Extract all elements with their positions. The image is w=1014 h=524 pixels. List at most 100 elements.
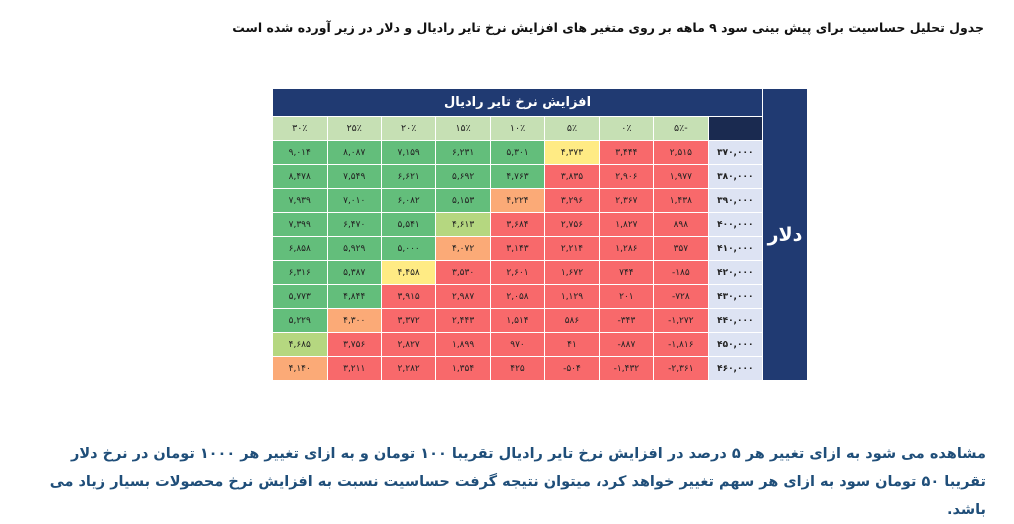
column-header: ۰٪ bbox=[598, 116, 655, 141]
value-cell: ۲,۹۰۶ bbox=[598, 164, 655, 189]
column-header: -۵٪ bbox=[653, 116, 709, 141]
row-header: ۴۰۰,۰۰۰ bbox=[707, 212, 764, 237]
value-cell: ۵,۱۵۳ bbox=[435, 188, 491, 213]
value-cell: ۲,۲۸۲ bbox=[380, 356, 437, 381]
group-header: افزایش نرخ تایر رادیال bbox=[272, 88, 763, 117]
sensitivity-table: دلار افزایش نرخ تایر رادیال -۵٪ ۰٪ ۵٪ ۱۰٪ ۱۵٪ ۲… bbox=[272, 88, 808, 381]
value-cell: ۴,۶۸۵ bbox=[272, 332, 328, 357]
row-header: ۴۱۰,۰۰۰ bbox=[707, 236, 764, 261]
column-header: ۱۵٪ bbox=[435, 116, 491, 141]
data-row: ۴۶۰,۰۰۰ -۲,۳۶۱ -۱,۴۳۲ -۵۰۴ ۴۲۵ ۱,۳۵۴ ۲,۲۸۲ ۳,۲۱… bbox=[272, 356, 808, 381]
value-cell: ۲,۶۰۱ bbox=[489, 260, 546, 285]
row-header: ۴۲۰,۰۰۰ bbox=[707, 260, 764, 285]
column-header: ۵٪ bbox=[544, 116, 600, 141]
value-cell: -۵۰۴ bbox=[544, 356, 600, 381]
column-row: -۵٪ ۰٪ ۵٪ ۱۰٪ ۱۵٪ ۲۰٪ ۲۵٪ ۳۰٪ bbox=[272, 116, 808, 141]
data-row: ۳۷۰,۰۰۰ ۲,۵۱۵ ۳,۴۴۴ ۴,۳۷۳ ۵,۳۰۱ ۶,۲۳۱ ۷,۱۵۹ ۸,۰… bbox=[272, 140, 808, 165]
value-cell: -۱,۸۱۶ bbox=[653, 332, 709, 357]
value-cell: ۴,۳۰۰ bbox=[326, 308, 382, 333]
value-cell: ۱,۳۵۴ bbox=[435, 356, 491, 381]
value-cell: ۷,۹۳۹ bbox=[272, 188, 328, 213]
value-cell: ۸,۴۷۸ bbox=[272, 164, 328, 189]
value-cell: ۴,۸۴۴ bbox=[326, 284, 382, 309]
value-cell: ۱,۹۷۷ bbox=[653, 164, 709, 189]
value-cell: ۴,۲۲۴ bbox=[489, 188, 546, 213]
value-cell: ۳,۴۴۴ bbox=[598, 140, 655, 165]
value-cell: ۶,۶۲۱ bbox=[380, 164, 437, 189]
title: جدول تحلیل حساسیت برای پیش بینی سود ۹ ما… bbox=[232, 20, 984, 35]
value-cell: ۱,۴۳۸ bbox=[653, 188, 709, 213]
value-cell: -۳۴۳ bbox=[598, 308, 655, 333]
data-row: ۳۹۰,۰۰۰ ۱,۴۳۸ ۲,۳۶۷ ۳,۲۹۶ ۴,۲۲۴ ۵,۱۵۳ ۶,۰۸۲ ۷,۰… bbox=[272, 188, 808, 213]
value-cell: ۱,۶۷۲ bbox=[544, 260, 600, 285]
value-cell: ۷,۵۴۹ bbox=[326, 164, 382, 189]
value-cell: ۵,۵۴۱ bbox=[380, 212, 437, 237]
value-cell: ۵,۶۹۲ bbox=[435, 164, 491, 189]
value-cell: ۲,۷۵۶ bbox=[544, 212, 600, 237]
row-header: ۳۸۰,۰۰۰ bbox=[707, 164, 764, 189]
value-cell: ۴,۷۶۳ bbox=[489, 164, 546, 189]
value-cell: ۶,۸۵۸ bbox=[272, 236, 328, 261]
value-cell: ۳,۹۱۵ bbox=[380, 284, 437, 309]
value-cell: ۲,۰۵۸ bbox=[489, 284, 546, 309]
value-cell: -۱,۲۷۲ bbox=[653, 308, 709, 333]
value-cell: ۸۹۸ bbox=[653, 212, 709, 237]
column-header: ۲۵٪ bbox=[326, 116, 382, 141]
value-cell: ۱,۸۲۷ bbox=[598, 212, 655, 237]
value-cell: ۹۷۰ bbox=[489, 332, 546, 357]
value-cell: ۱,۱۲۹ bbox=[544, 284, 600, 309]
value-cell: ۱,۵۱۴ bbox=[489, 308, 546, 333]
value-cell: ۶,۴۷۰ bbox=[326, 212, 382, 237]
value-cell: ۵,۳۰۱ bbox=[489, 140, 546, 165]
value-cell: ۷,۱۵۹ bbox=[380, 140, 437, 165]
group-row: دلار افزایش نرخ تایر رادیال bbox=[272, 88, 808, 381]
row-header: ۳۹۰,۰۰۰ bbox=[707, 188, 764, 213]
value-cell: ۵,۷۷۳ bbox=[272, 284, 328, 309]
data-row: ۳۸۰,۰۰۰ ۱,۹۷۷ ۲,۹۰۶ ۳,۸۳۵ ۴,۷۶۳ ۵,۶۹۲ ۶,۶۲۱ ۷,۵… bbox=[272, 164, 808, 189]
corner-cell bbox=[707, 116, 764, 141]
value-cell: ۵,۲۲۹ bbox=[272, 308, 328, 333]
data-row: ۴۵۰,۰۰۰ -۱,۸۱۶ -۸۸۷ ۴۱ ۹۷۰ ۱,۸۹۹ ۲,۸۲۷ ۳,۷۵۶ ۴,۶… bbox=[272, 332, 808, 357]
value-cell: ۲,۸۲۷ bbox=[380, 332, 437, 357]
column-header: ۲۰٪ bbox=[380, 116, 437, 141]
value-cell: ۴۲۵ bbox=[489, 356, 546, 381]
value-cell: ۶,۲۳۱ bbox=[435, 140, 491, 165]
value-cell: ۳,۶۸۴ bbox=[489, 212, 546, 237]
value-cell: ۹,۰۱۴ bbox=[272, 140, 328, 165]
value-cell: ۷۴۴ bbox=[598, 260, 655, 285]
value-cell: ۱,۸۹۹ bbox=[435, 332, 491, 357]
value-cell: -۱,۴۳۲ bbox=[598, 356, 655, 381]
value-cell: ۲۰۱ bbox=[598, 284, 655, 309]
value-cell: ۲,۴۴۳ bbox=[435, 308, 491, 333]
row-header: ۴۴۰,۰۰۰ bbox=[707, 308, 764, 333]
value-cell: -۲,۳۶۱ bbox=[653, 356, 709, 381]
row-header: ۴۳۰,۰۰۰ bbox=[707, 284, 764, 309]
value-cell: ۲,۳۶۷ bbox=[598, 188, 655, 213]
value-cell: -۱۸۵ bbox=[653, 260, 709, 285]
column-header: ۱۰٪ bbox=[489, 116, 546, 141]
value-cell: ۱,۲۸۶ bbox=[598, 236, 655, 261]
value-cell: ۵,۳۸۷ bbox=[326, 260, 382, 285]
value-cell: ۳,۷۵۶ bbox=[326, 332, 382, 357]
value-cell: ۵,۰۰۰ bbox=[380, 236, 437, 261]
value-cell: ۵,۹۲۹ bbox=[326, 236, 382, 261]
value-cell: -۷۲۸ bbox=[653, 284, 709, 309]
value-cell: ۷,۰۱۰ bbox=[326, 188, 382, 213]
value-cell: ۳,۸۳۵ bbox=[544, 164, 600, 189]
value-cell: ۶,۰۸۲ bbox=[380, 188, 437, 213]
value-cell: ۲,۲۱۴ bbox=[544, 236, 600, 261]
value-cell: ۳,۵۳۰ bbox=[435, 260, 491, 285]
side-header: دلار bbox=[762, 88, 808, 381]
value-cell: ۳,۱۴۳ bbox=[489, 236, 546, 261]
data-row: ۴۳۰,۰۰۰ -۷۲۸ ۲۰۱ ۱,۱۲۹ ۲,۰۵۸ ۲,۹۸۷ ۳,۹۱۵ ۴,۸۴۴ ۵… bbox=[272, 284, 808, 309]
row-header: ۳۷۰,۰۰۰ bbox=[707, 140, 764, 165]
value-cell: ۴,۶۱۳ bbox=[435, 212, 491, 237]
value-cell: ۴,۰۷۲ bbox=[435, 236, 491, 261]
value-cell: ۴,۳۷۳ bbox=[544, 140, 600, 165]
row-header: ۴۵۰,۰۰۰ bbox=[707, 332, 764, 357]
data-row: ۴۱۰,۰۰۰ ۳۵۷ ۱,۲۸۶ ۲,۲۱۴ ۳,۱۴۳ ۴,۰۷۲ ۵,۰۰۰ ۵,۹۲۹… bbox=[272, 236, 808, 261]
value-cell: ۴,۴۵۸ bbox=[380, 260, 437, 285]
value-cell: ۳,۲۹۶ bbox=[544, 188, 600, 213]
value-cell: ۳,۲۱۱ bbox=[326, 356, 382, 381]
